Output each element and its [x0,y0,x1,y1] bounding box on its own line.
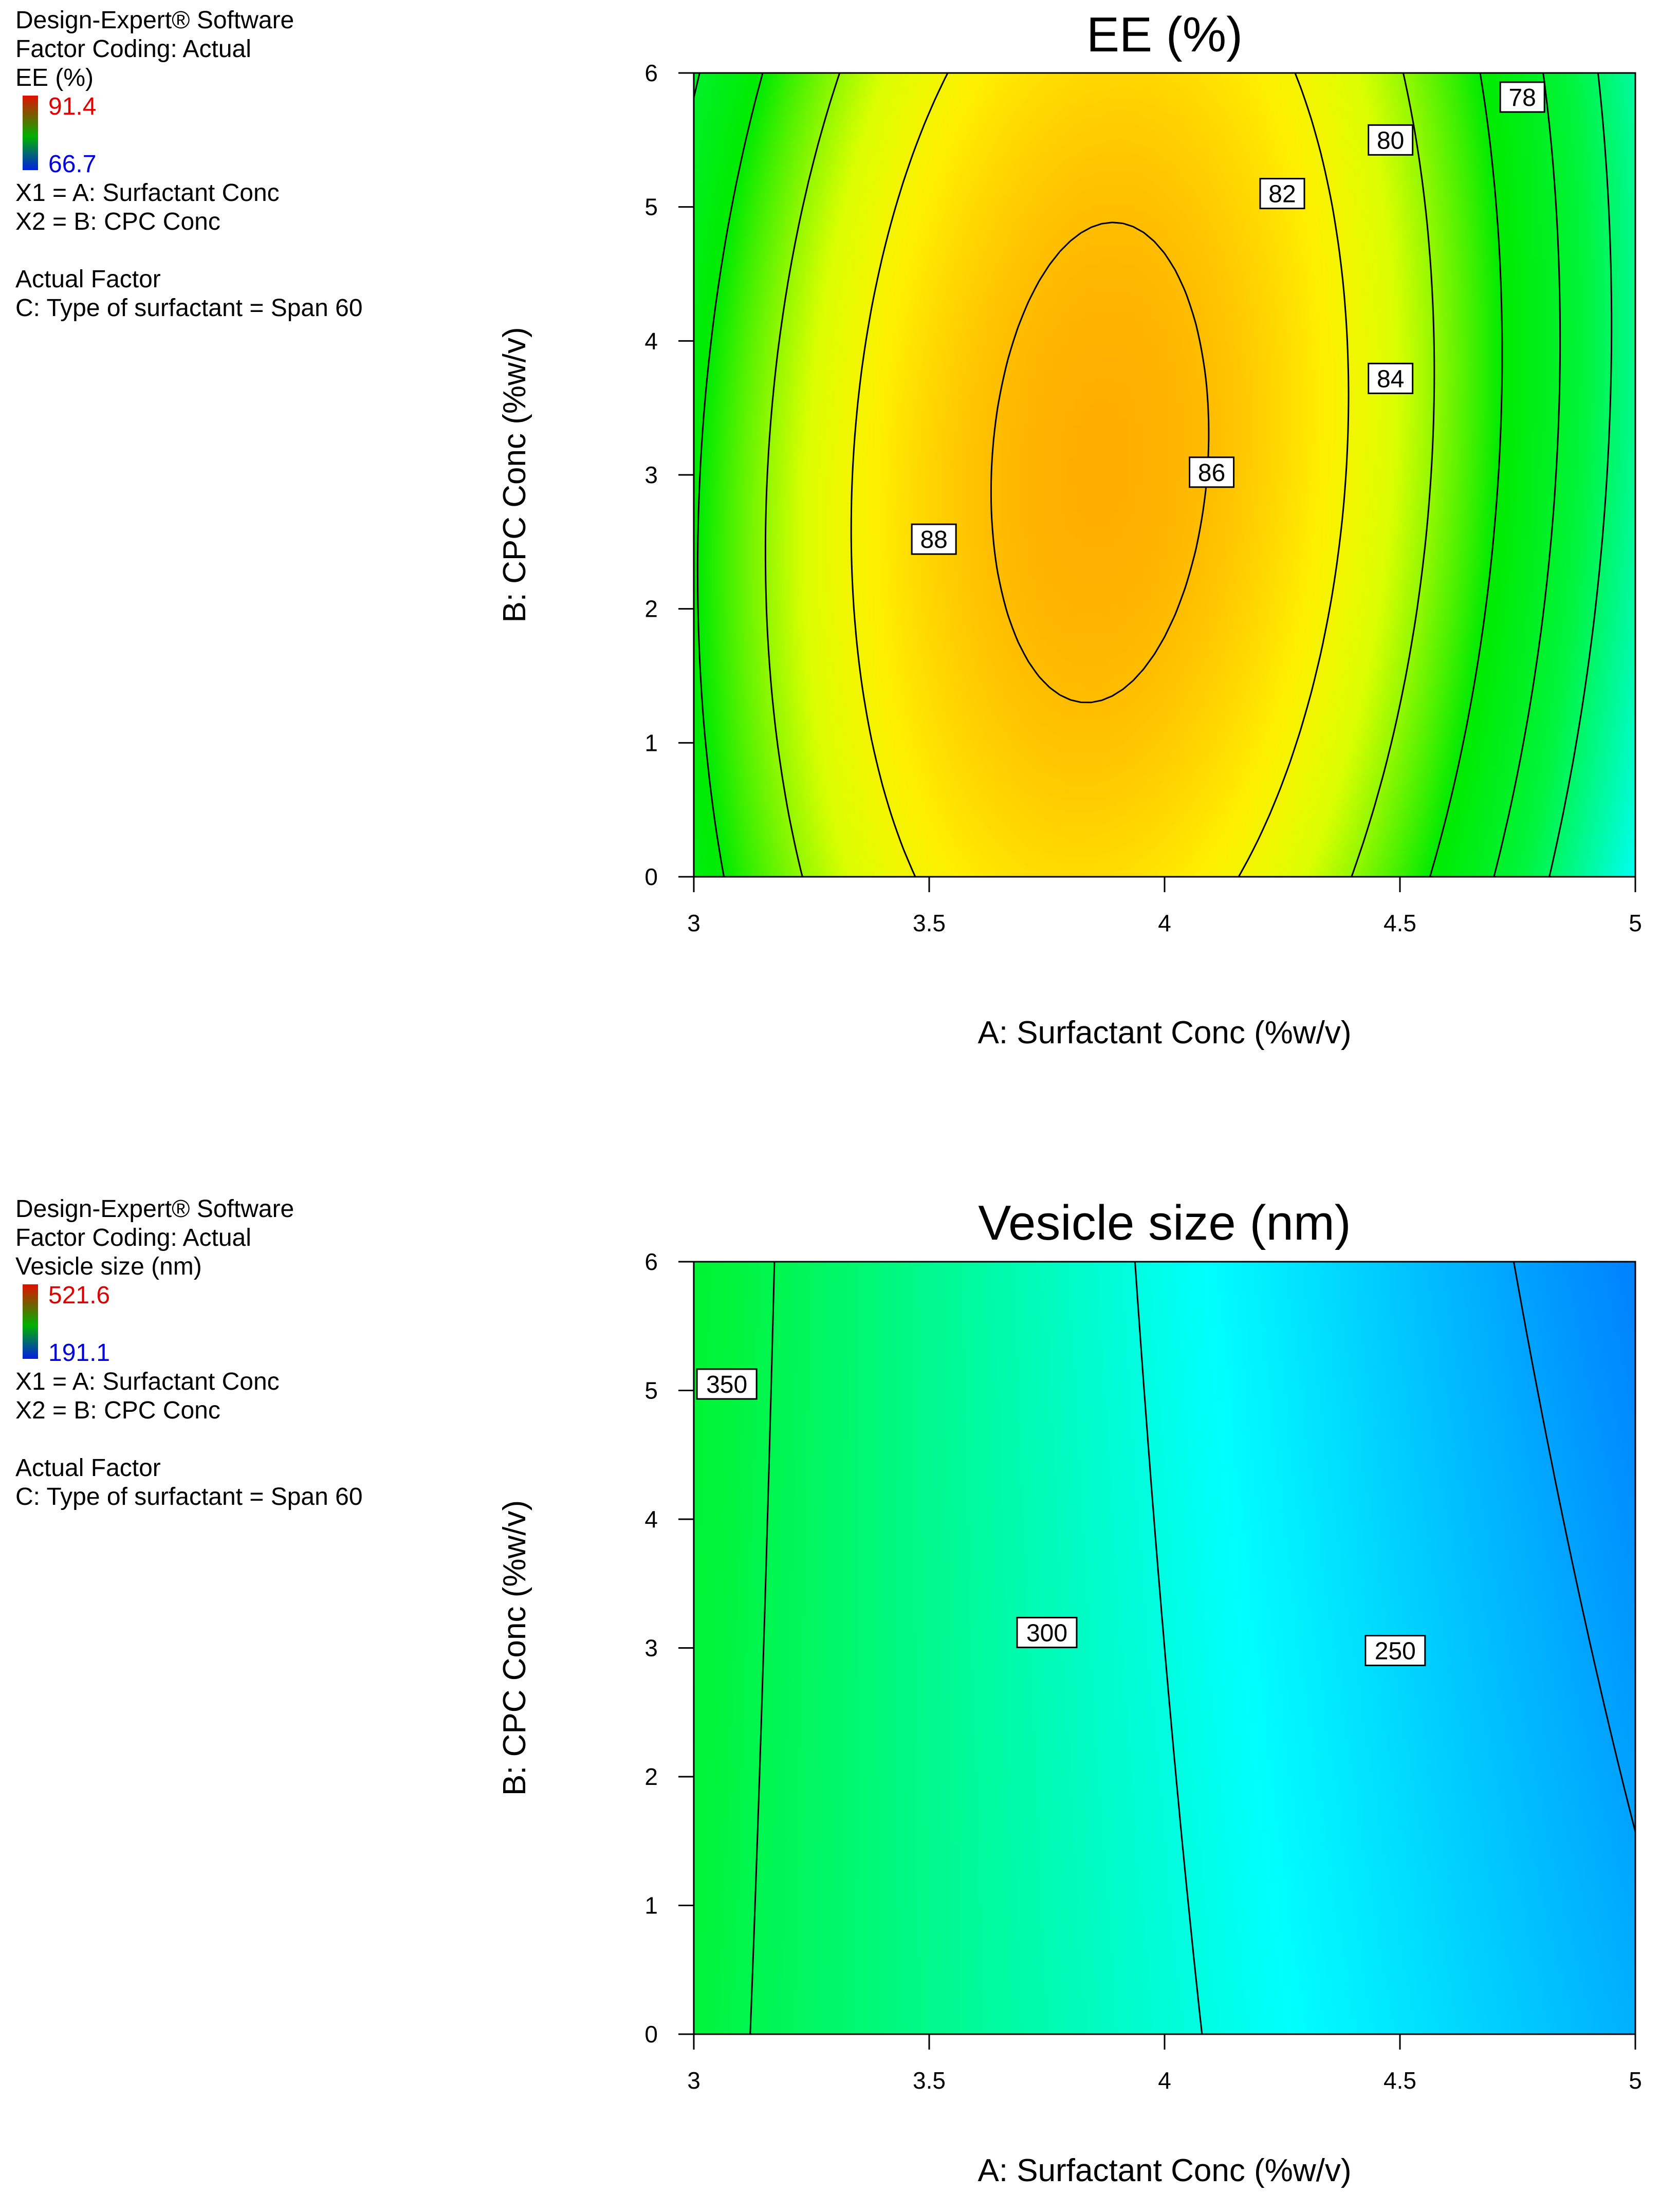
contour-line-84 [764,73,1435,877]
factor-coding-label: Factor Coding: Actual [15,1224,251,1251]
actual-factor-title: Actual Factor [15,266,161,293]
svg-text:84: 84 [1377,365,1404,393]
contour-label-88: 88 [911,523,957,555]
y-axis-label: B: CPC Conc (%w/v) [497,1500,532,1796]
svg-text:80: 80 [1377,127,1404,154]
y-tick-label: 5 [644,194,658,220]
svg-text:78: 78 [1508,84,1536,112]
x-axis-label: A: Surfactant Conc (%w/v) [977,2153,1351,2188]
svg-text:250: 250 [1375,1638,1416,1665]
svg-text:88: 88 [920,526,947,554]
factor-x1-label: X1 = A: Surfactant Conc [15,1368,280,1395]
actual-factor-value: C: Type of surfactant = Span 60 [15,1483,363,1510]
software-label: Design-Expert® Software [15,7,294,34]
y-tick-label: 1 [644,729,658,756]
actual-factor-value: C: Type of surfactant = Span 60 [15,294,363,322]
y-tick-label: 5 [644,1377,658,1404]
svg-text:300: 300 [1026,1619,1067,1647]
color-scale-bar [23,1284,38,1359]
contour-label-350: 350 [696,1368,758,1400]
y-tick-label: 1 [644,1892,658,1919]
x-tick-label: 4 [1158,2067,1171,2094]
actual-factor-title: Actual Factor [15,1454,161,1482]
svg-text:350: 350 [706,1371,747,1398]
response-label: EE (%) [15,64,94,91]
contour-label-86: 86 [1189,456,1235,488]
contour-label-250: 250 [1364,1635,1426,1667]
contour-line-86 [850,73,1350,877]
vesicle-size-contour-chart: 350 300 250 3 3.5 4 4.5 5 0 1 2 3 4 5 6 Vesicle size (n… [497,1195,1642,2188]
svg-text:82: 82 [1268,181,1296,208]
color-scale-bar [23,96,38,170]
factor-x1-label: X1 = A: Surfactant Conc [15,179,280,207]
info-panel-vesicle: Design-Expert® Software Factor Coding: A… [15,1195,363,1511]
info-panel-ee: Design-Expert® Software Factor Coding: A… [15,6,363,323]
contour-label-80: 80 [1368,124,1414,156]
y-tick-label: 3 [644,462,658,488]
y-tick-label: 6 [644,60,658,86]
contour-line-300 [1134,1262,1203,2034]
y-tick-label: 3 [644,1635,658,1662]
y-tick-label: 0 [644,2021,658,2048]
y-tick-label: 2 [644,596,658,622]
y-tick-label: 4 [644,327,658,354]
x-tick-label: 4.5 [1384,910,1416,936]
x-tick-label: 4.5 [1384,2067,1416,2094]
x-tick-label: 5 [1629,910,1642,936]
x-tick-label: 3 [687,2067,700,2094]
color-legend: 91.4 66.7 [15,93,363,178]
y-tick-label: 6 [644,1248,658,1275]
legend-min-value: 191.1 [48,1339,110,1367]
chart-title: EE (%) [1086,7,1243,62]
contour-line-250 [1513,1262,1635,1832]
contour-line-350 [749,1262,776,2034]
y-tick-label: 0 [644,863,658,890]
x-tick-label: 3.5 [913,910,946,936]
x-tick-label: 3.5 [913,2067,946,2094]
legend-max-value: 521.6 [48,1282,110,1309]
factor-x2-label: X2 = B: CPC Conc [15,208,220,235]
legend-min-value: 66.7 [48,151,97,178]
x-tick-label: 3 [687,910,700,936]
contour-label-82: 82 [1259,178,1305,210]
x-tick-label: 5 [1629,2067,1642,2094]
legend-max-value: 91.4 [48,93,97,120]
response-label: Vesicle size (nm) [15,1253,202,1280]
contour-line-88 [990,222,1210,704]
contour-label-300: 300 [1016,1616,1078,1648]
contour-line-80 [694,73,1561,877]
software-label: Design-Expert® Software [15,1195,294,1223]
y-tick-label: 2 [644,1763,658,1790]
contour-line-82 [696,73,1503,877]
contour-line-78 [1548,73,1613,877]
factor-x2-label: X2 = B: CPC Conc [15,1397,220,1424]
response-surface-heatmap [694,73,1635,877]
factor-coding-label: Factor Coding: Actual [15,35,251,63]
svg-text:86: 86 [1198,459,1225,487]
ee-contour-chart: 78 80 82 84 86 88 3 3.5 4 4.5 5 0 1 2 3 4 5 6 EE (%) A: Sur… [497,7,1642,1050]
y-axis-label: B: CPC Conc (%w/v) [497,327,532,622]
contour-label-78: 78 [1499,81,1545,113]
x-tick-label: 4 [1158,910,1171,936]
y-tick-label: 4 [644,1506,658,1533]
color-legend: 521.6 191.1 [15,1281,363,1367]
contour-label-84: 84 [1368,362,1414,394]
chart-title: Vesicle size (nm) [978,1195,1351,1250]
x-axis-label: A: Surfactant Conc (%w/v) [977,1015,1351,1050]
